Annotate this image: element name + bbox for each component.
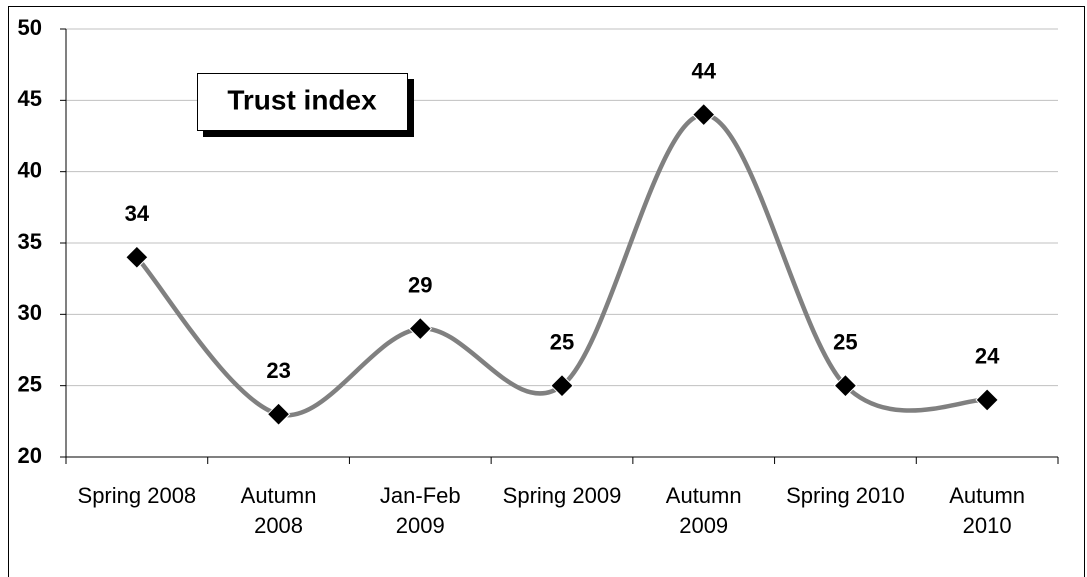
data-label: 24 <box>975 344 1000 369</box>
data-point <box>408 316 432 341</box>
x-tick-label: Autumn 2008 <box>240 483 317 538</box>
title-box <box>197 73 408 131</box>
data-label: 44 <box>691 58 716 83</box>
data-line <box>135 112 988 418</box>
chart-title: Trust index <box>227 84 377 115</box>
y-tick-label: 20 <box>18 443 42 468</box>
data-label: 25 <box>550 329 574 354</box>
y-tick-label: 50 <box>18 15 42 40</box>
data-point <box>975 388 999 412</box>
x-tick-label: Spring 2008 <box>77 483 197 508</box>
y-tick-label: 35 <box>18 229 42 254</box>
y-tick-label: 40 <box>18 157 42 182</box>
data-label: 25 <box>833 329 857 354</box>
x-tick-label: Autumn 2010 <box>949 483 1026 538</box>
y-tick-label: 30 <box>18 300 42 325</box>
x-tick-label: Spring 2010 <box>786 483 905 508</box>
x-tick-label: Spring 2009 <box>502 483 622 508</box>
y-tick-label: 25 <box>18 371 42 396</box>
chart-frame <box>8 6 1085 577</box>
data-point <box>266 402 291 426</box>
data-point <box>125 245 149 269</box>
x-tick-label: Jan-Feb 2009 <box>379 483 461 538</box>
x-tick-label: Autumn 2009 <box>665 483 742 538</box>
data-point <box>550 373 574 398</box>
data-point <box>692 102 716 127</box>
data-label: 29 <box>408 272 432 297</box>
data-point <box>833 373 858 398</box>
data-label: 34 <box>125 201 150 226</box>
data-label: 23 <box>266 358 290 383</box>
y-tick-label: 45 <box>18 86 42 111</box>
